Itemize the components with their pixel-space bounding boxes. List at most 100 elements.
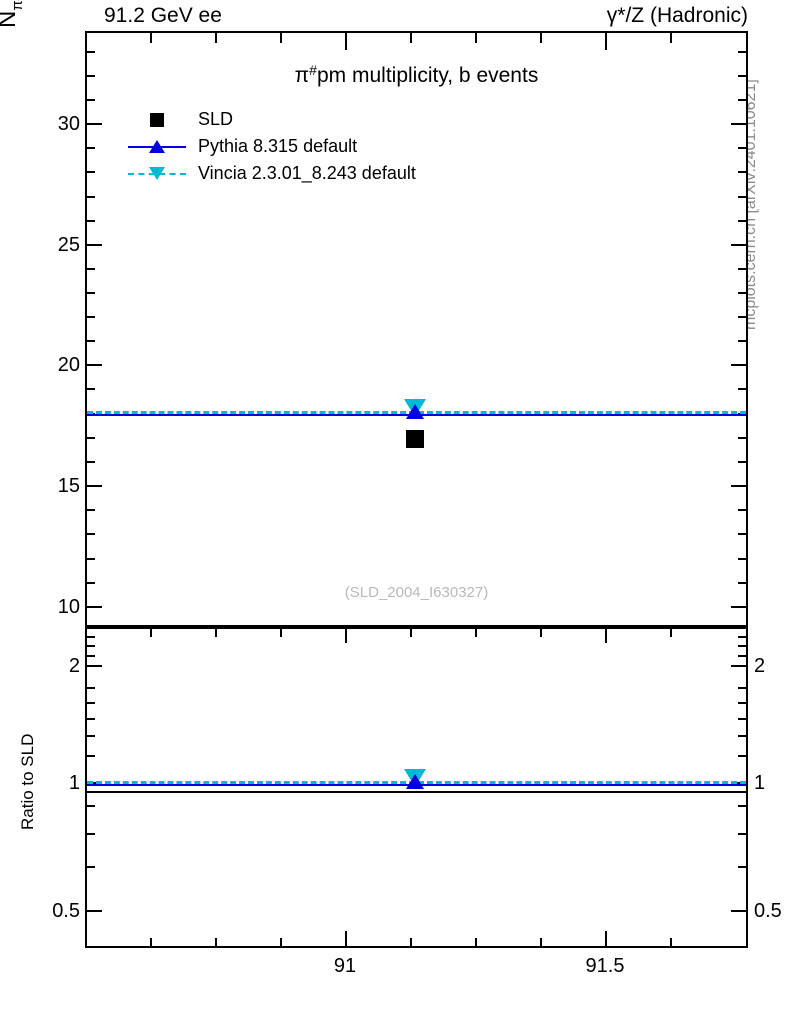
ratio-minor-tick-right xyxy=(738,655,748,657)
y-tick-label-15: 15 xyxy=(57,475,80,497)
ratio-minor-tick-right xyxy=(738,866,748,868)
legend-label-pythia: Pythia 8.315 default xyxy=(198,136,358,156)
ratio-minor-tick-right xyxy=(738,645,748,647)
square-marker-icon xyxy=(150,112,164,127)
y-tick-label-30: 30 xyxy=(57,113,80,135)
y-major-tick-right xyxy=(731,244,748,246)
y-major-tick-right xyxy=(731,123,748,125)
legend-item-pythia[interactable]: Pythia 8.315 default xyxy=(128,133,416,160)
main-plot-panel xyxy=(85,31,748,627)
legend-key-sld xyxy=(128,109,186,131)
x-minor-tick-bottom xyxy=(150,938,152,948)
y-minor-tick xyxy=(85,388,95,390)
ratio-minor-tick-right xyxy=(738,687,748,689)
legend-item-vincia[interactable]: Vincia 2.3.01_8.243 default xyxy=(128,160,416,187)
x-tick-label-91: 91 xyxy=(333,955,357,977)
y-minor-tick-right xyxy=(738,51,748,53)
ratio-minor-tick-right xyxy=(738,805,748,807)
ratio-minor-tick xyxy=(85,702,95,704)
y-minor-tick xyxy=(85,558,95,560)
ratio-minor-tick xyxy=(85,718,95,720)
ratio-minor-tick xyxy=(85,645,95,647)
legend: SLD Pythia 8.315 default Vincia 2.3.01_8… xyxy=(128,106,416,187)
y-minor-tick-right xyxy=(738,533,748,535)
x-major-tick-bottom xyxy=(345,931,347,948)
ratio-minor-tick-right xyxy=(738,833,748,835)
ratio-minor-tick xyxy=(85,755,95,757)
ratio-minor-tick-right xyxy=(738,718,748,720)
y-minor-tick xyxy=(85,75,95,77)
ratio-tick-label-05: 0.5 xyxy=(52,900,80,922)
ratio-minor-tick xyxy=(85,655,95,657)
plot-title-superscript: # xyxy=(309,62,317,78)
x-minor-tick-top xyxy=(540,33,542,43)
ratio-tick-label-1: 1 xyxy=(68,772,80,794)
x-minor-tick-top xyxy=(280,33,282,43)
y-minor-tick xyxy=(85,316,95,318)
ratio-minor-tick-right xyxy=(738,636,748,638)
pythia-data-marker[interactable] xyxy=(406,404,424,419)
ratio-major-tick-right xyxy=(731,665,748,667)
ratio-x-major-tick-top xyxy=(605,629,607,643)
y-major-tick-right xyxy=(731,606,748,608)
y-minor-tick-right xyxy=(738,388,748,390)
ratio-x-minor-tick-top xyxy=(540,629,542,637)
y-major-tick xyxy=(85,244,102,246)
y-minor-tick xyxy=(85,147,95,149)
analysis-id-watermark: (SLD_2004_I630327) xyxy=(344,584,489,601)
ratio-minor-tick xyxy=(85,687,95,689)
y-major-tick xyxy=(85,123,102,125)
ratio-tick-label-1-right: 1 xyxy=(754,772,766,794)
y-minor-tick xyxy=(85,340,95,342)
y-major-tick-right xyxy=(731,485,748,487)
ratio-tick-label-05-right: 0.5 xyxy=(754,900,782,922)
ratio-x-minor-tick-top xyxy=(410,629,412,637)
beam-energy-label: 91.2 GeV ee xyxy=(104,4,222,27)
ratio-minor-tick-right xyxy=(738,735,748,737)
y-minor-tick xyxy=(85,533,95,535)
y-minor-tick-right xyxy=(738,99,748,101)
y-minor-tick xyxy=(85,437,95,439)
ratio-tick-label-2: 2 xyxy=(68,655,80,677)
triangle-up-marker-icon xyxy=(149,139,165,153)
ratio-minor-tick xyxy=(85,636,95,638)
ratio-x-minor-tick-top xyxy=(475,629,477,637)
ratio-major-tick xyxy=(85,665,102,667)
ratio-x-minor-tick-top xyxy=(150,629,152,637)
ratio-x-minor-tick-top xyxy=(670,629,672,637)
plot-title-base: π xyxy=(294,64,310,87)
x-minor-tick-top xyxy=(475,33,477,43)
ratio-x-minor-tick-top xyxy=(280,629,282,637)
x-minor-tick-bottom xyxy=(540,938,542,948)
y-major-tick xyxy=(85,485,102,487)
ratio-minor-tick xyxy=(85,833,95,835)
y-major-tick xyxy=(85,364,102,366)
x-minor-tick-bottom xyxy=(670,938,672,948)
x-minor-tick-bottom xyxy=(215,938,217,948)
sld-data-marker[interactable] xyxy=(406,430,424,448)
ratio-reference-line xyxy=(87,791,746,793)
y-minor-tick-right xyxy=(738,147,748,149)
x-major-tick-top xyxy=(345,33,347,50)
process-label: γ*/Z (Hadronic) xyxy=(606,4,748,27)
y-minor-tick xyxy=(85,99,95,101)
pythia-ratio-marker[interactable] xyxy=(406,774,424,789)
rivet-version-caption: Rivet 4.1.0, ≥ 100k events xyxy=(742,0,764,30)
x-major-tick-top xyxy=(605,33,607,50)
y-minor-tick xyxy=(85,268,95,270)
triangle-down-marker-icon xyxy=(149,166,165,180)
ratio-major-tick-right xyxy=(731,910,748,912)
y-minor-tick-right xyxy=(738,292,748,294)
legend-item-sld[interactable]: SLD xyxy=(128,106,416,133)
y-minor-tick xyxy=(85,220,95,222)
ratio-x-minor-tick-top xyxy=(215,629,217,637)
y-minor-tick-right xyxy=(738,437,748,439)
ratio-x-major-tick-top xyxy=(345,629,347,643)
ratio-minor-tick-right xyxy=(738,702,748,704)
y-minor-tick-right xyxy=(738,196,748,198)
y-minor-tick xyxy=(85,51,95,53)
y-minor-tick-right xyxy=(738,316,748,318)
ratio-minor-tick-right xyxy=(738,755,748,757)
y-tick-label-10: 10 xyxy=(57,596,80,618)
y-axis-title-subscript: π#pm xyxy=(9,0,26,11)
